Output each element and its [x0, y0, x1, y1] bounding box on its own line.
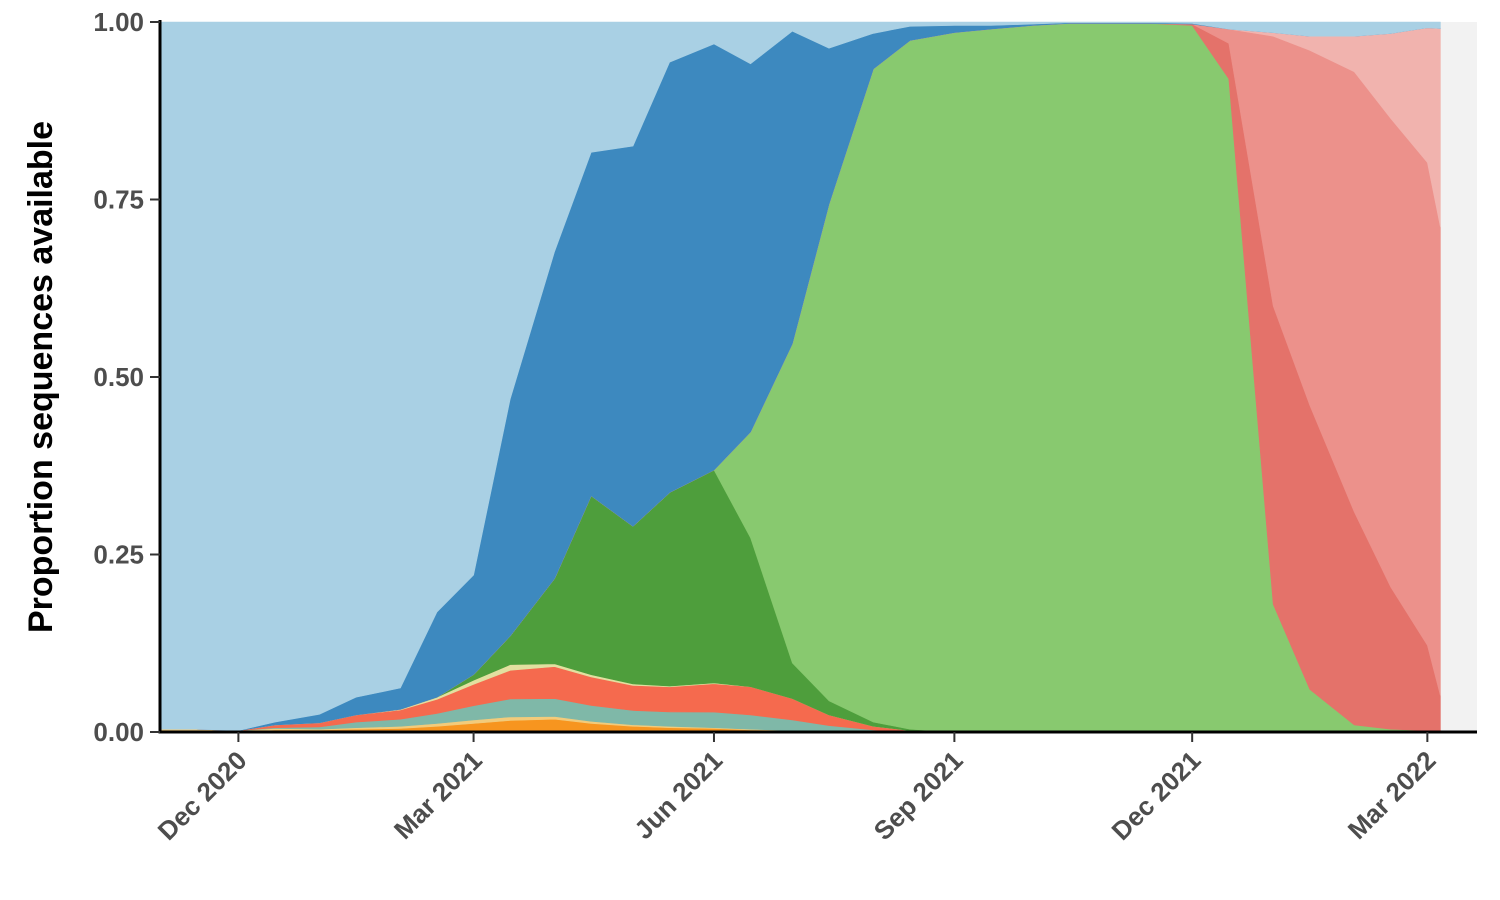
- axes: [150, 20, 1477, 742]
- x-tick-label: Jun 2021: [628, 745, 728, 845]
- x-tick-label: Mar 2022: [1342, 745, 1442, 845]
- y-tick-label: 0.50: [93, 362, 144, 392]
- series-areas: [159, 21, 1441, 733]
- y-tick-label: 0.00: [93, 717, 144, 747]
- y-tick-label: 0.75: [93, 185, 144, 215]
- x-tick-labels: Dec 2020 Mar 2021 Jun 2021 Sep 2021 Dec 2021…: [152, 745, 1442, 846]
- x-tick-label: Mar 2021: [388, 745, 488, 845]
- x-tick-label: Dec 2021: [1105, 745, 1206, 846]
- y-axis-title: Proportion sequences available: [22, 121, 60, 633]
- x-tick-label: Dec 2020: [152, 745, 253, 846]
- x-tick-label: Sep 2021: [868, 745, 969, 846]
- y-tick-label: 1.00: [93, 7, 144, 37]
- y-tick-label: 0.25: [93, 540, 144, 570]
- series-area-12: [159, 21, 1441, 731]
- y-tick-labels: 0.00 0.25 0.50 0.75 1.00: [93, 7, 144, 747]
